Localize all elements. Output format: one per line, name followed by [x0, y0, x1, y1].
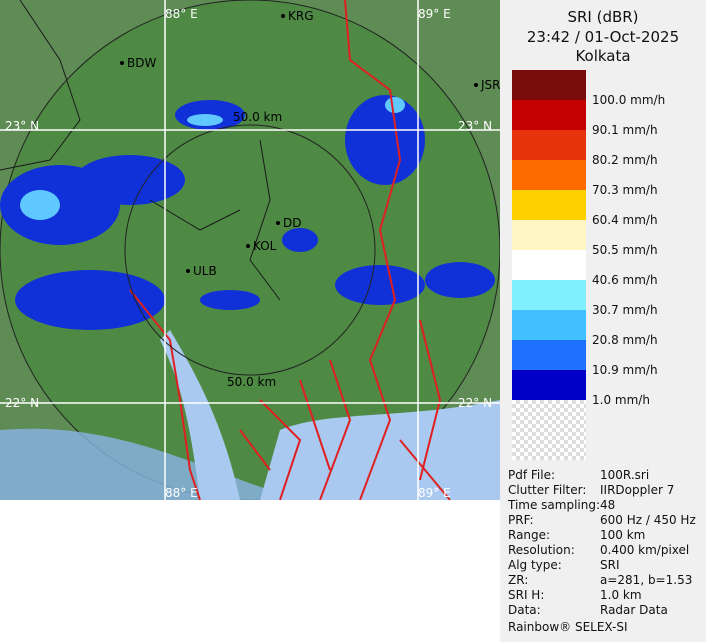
- legend-label: 50.5 mm/h: [592, 243, 658, 257]
- grid-label: 22° N: [5, 396, 39, 410]
- product-title: SRI (dBR): [567, 8, 639, 26]
- grid-label: 22° N: [458, 396, 492, 410]
- range-ring-inner: [124, 124, 376, 376]
- legend-label: 1.0 mm/h: [592, 393, 650, 407]
- color-swatch: [512, 100, 586, 130]
- info-row: Range: 100 km: [508, 528, 645, 542]
- legend-label: 40.6 mm/h: [592, 273, 658, 287]
- range-label: 50.0 km: [227, 375, 276, 389]
- grid-label: 89° E: [418, 486, 451, 500]
- color-swatch: [512, 310, 586, 340]
- legend-label: 80.2 mm/h: [592, 153, 658, 167]
- color-swatch: [512, 280, 586, 310]
- place-dot: [281, 14, 285, 18]
- info-key: Time sampling:: [508, 498, 601, 512]
- color-swatch: [512, 190, 586, 220]
- color-swatch: [512, 70, 586, 100]
- info-key: PRF:: [508, 513, 534, 527]
- color-swatch: [512, 370, 586, 400]
- info-value: 100R.sri: [600, 468, 650, 482]
- grid-label: 23° N: [458, 119, 492, 133]
- place-label: DD: [283, 216, 301, 230]
- legend-label: 30.7 mm/h: [592, 303, 658, 317]
- info-value: Radar Data: [600, 603, 668, 617]
- info-key: Alg type:: [508, 558, 562, 572]
- info-value: 600 Hz / 450 Hz: [600, 513, 696, 527]
- legend-label: 90.1 mm/h: [592, 123, 658, 137]
- info-value: 0.400 km/pixel: [600, 543, 690, 557]
- color-swatch: [512, 220, 586, 250]
- info-key: Data:: [508, 603, 541, 617]
- rivers: [129, 0, 451, 500]
- place-label: ULB: [193, 264, 217, 278]
- info-row: Data: Radar Data: [508, 603, 668, 617]
- info-value: a=281, b=1.53: [600, 573, 693, 587]
- place-dot: [120, 61, 124, 65]
- color-swatch: [512, 130, 586, 160]
- info-key: ZR:: [508, 573, 529, 587]
- info-key: Pdf File:: [508, 468, 556, 482]
- info-row: Pdf File: 100R.sri: [508, 468, 649, 482]
- place-dot: [474, 83, 478, 87]
- place-label: KRG: [288, 9, 314, 23]
- boundaries: [0, 0, 281, 301]
- info-value: 100 km: [600, 528, 646, 542]
- legend-label: 20.8 mm/h: [592, 333, 658, 347]
- legend-panel: SRI (dBR) 23:42 / 01-Oct-2025 Kolkata Ra…: [500, 0, 706, 642]
- color-swatch: [512, 340, 586, 370]
- color-scale: [512, 70, 586, 460]
- info-row: ZR: a=281, b=1.53: [508, 573, 692, 587]
- info-row: Alg type: SRI: [508, 558, 620, 572]
- radar-map: 88° E 89° E 23° N 23° N 22° N 22° N 88° E 89° E…: [0, 0, 500, 500]
- info-row: Resolution: 0.400 km/pixel: [508, 543, 689, 557]
- grid-label: 88° E: [165, 7, 198, 21]
- place-label: JSR: [480, 78, 500, 92]
- info-key: Clutter Filter:: [508, 483, 587, 497]
- no-data-swatch: [512, 400, 586, 460]
- legend-label: 70.3 mm/h: [592, 183, 658, 197]
- station: Kolkata: [575, 47, 631, 65]
- legend-label: 100.0 mm/h: [592, 93, 666, 107]
- datetime: 23:42 / 01-Oct-2025: [526, 28, 680, 46]
- place-dot: [246, 244, 250, 248]
- rain-light: [20, 97, 405, 220]
- color-swatch: [512, 250, 586, 280]
- grid-label: 88° E: [165, 486, 198, 500]
- info-row: SRI H: 1.0 km: [508, 588, 642, 602]
- grid-label: 23° N: [5, 119, 39, 133]
- grid-label: 89° E: [418, 7, 451, 21]
- info-value: 48: [600, 498, 616, 512]
- place-label: BDW: [127, 56, 156, 70]
- info-row: PRF: 600 Hz / 450 Hz: [508, 513, 696, 527]
- info-row: Time sampling: 48: [508, 498, 615, 512]
- info-row: Clutter Filter: IIRDoppler 7: [508, 483, 674, 497]
- info-value: SRI: [600, 558, 620, 572]
- info-key: Range:: [508, 528, 551, 542]
- place-label: KOL: [253, 239, 277, 253]
- info-key: SRI H:: [508, 588, 545, 602]
- place-dot: [186, 269, 190, 273]
- legend-label: 10.9 mm/h: [592, 363, 658, 377]
- range-label: 50.0 km: [233, 110, 282, 124]
- legend-label: 60.4 mm/h: [592, 213, 658, 227]
- color-swatch: [512, 160, 586, 190]
- info-value: 1.0 km: [600, 588, 642, 602]
- info-value: IIRDoppler 7: [600, 483, 675, 497]
- info-key: Resolution:: [508, 543, 575, 557]
- place-dot: [276, 221, 280, 225]
- footer: Rainbow® SELEX-SI: [508, 620, 628, 634]
- graticule: [0, 0, 500, 500]
